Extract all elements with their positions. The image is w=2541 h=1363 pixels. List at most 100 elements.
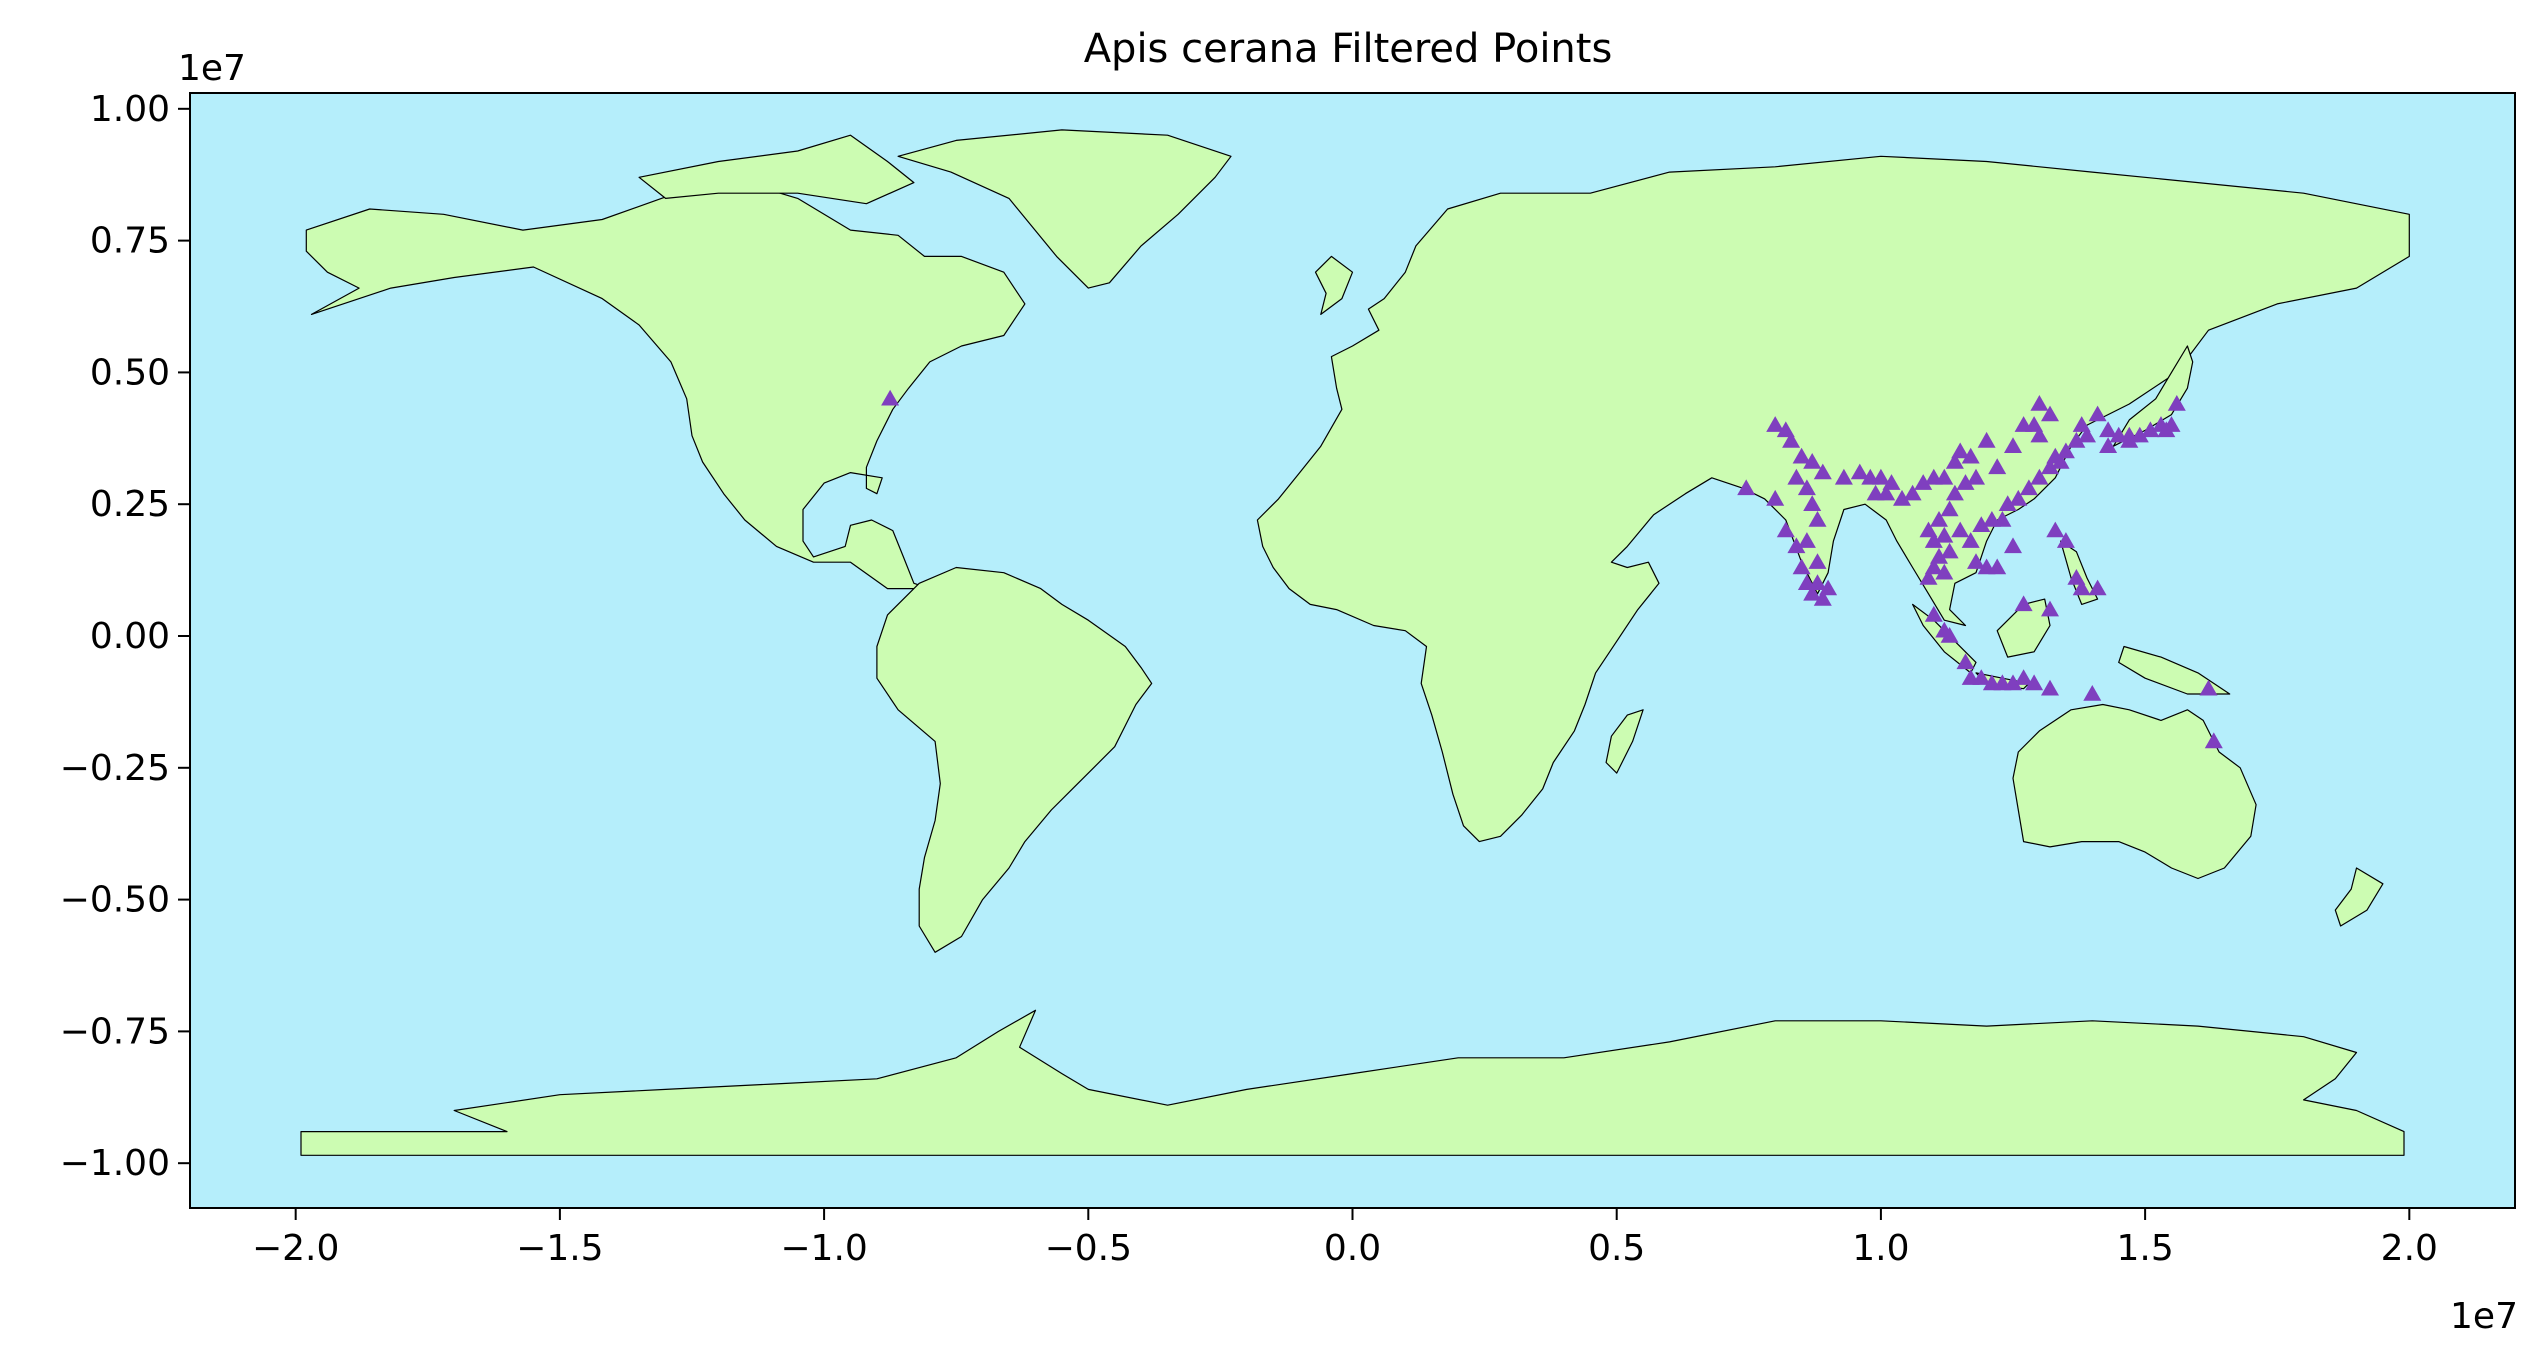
x-tick-label: −0.5 xyxy=(1045,1228,1132,1269)
observation-point xyxy=(1787,468,1806,485)
observation-point xyxy=(2030,468,2049,485)
observation-point xyxy=(1967,553,1985,569)
observation-point xyxy=(2004,537,2022,554)
y-tick-label: 1.00 xyxy=(90,89,170,130)
y-tick-label: −0.50 xyxy=(60,880,170,921)
x-tick-label: −1.0 xyxy=(780,1228,867,1269)
observation-point xyxy=(2019,479,2038,496)
observation-point xyxy=(1972,516,1991,532)
observation-point xyxy=(1813,463,1832,480)
observation-point xyxy=(1819,579,1838,596)
observation-point xyxy=(2157,421,2176,438)
observation-point xyxy=(1782,431,1801,448)
observation-point xyxy=(2120,431,2139,448)
y-tick-label: −0.25 xyxy=(60,748,170,789)
observation-point xyxy=(1924,532,1943,548)
observation-point xyxy=(1871,468,1890,485)
observation-point xyxy=(1808,553,1827,569)
observation-point xyxy=(1940,542,1959,559)
observation-point xyxy=(2051,453,2070,469)
observation-point xyxy=(2199,679,2218,696)
landmass-british-isles xyxy=(1314,255,1354,315)
observation-point xyxy=(2067,569,2086,585)
observation-point xyxy=(2056,532,2075,548)
observation-point xyxy=(1803,584,1822,601)
observation-point xyxy=(2004,674,2022,691)
observation-point xyxy=(2088,405,2107,422)
observation-point xyxy=(2099,421,2118,438)
observation-point xyxy=(1787,537,1806,554)
observation-point xyxy=(1930,511,1948,527)
observation-point xyxy=(881,389,900,406)
observation-point xyxy=(1882,474,1901,490)
landmass-canadian-arctic xyxy=(638,134,915,205)
landmass-south-america xyxy=(876,566,1153,953)
observation-point xyxy=(2041,600,2059,617)
observation-point xyxy=(1945,484,1964,501)
plot-area xyxy=(189,92,2516,1209)
observation-point xyxy=(1792,447,1811,464)
observation-point xyxy=(1850,463,1869,480)
observation-point xyxy=(1935,526,1954,543)
observation-point xyxy=(2130,426,2149,443)
observation-point xyxy=(1808,574,1827,590)
y-tick-label: 0.25 xyxy=(90,484,170,525)
observation-point xyxy=(1792,558,1811,575)
observation-point xyxy=(1776,521,1795,538)
observation-point xyxy=(1956,474,1975,490)
y-axis: −1.00 −0.75 −0.50 −0.25 0.00 0.25 0.50 0.75 1.00 xyxy=(60,89,190,1184)
observation-point xyxy=(2072,579,2091,596)
observation-point xyxy=(1993,511,2012,527)
observation-point xyxy=(1919,569,1938,585)
observation-point xyxy=(2009,489,2028,506)
y-offset-label: 1e7 xyxy=(178,48,246,89)
x-tick-label: 1.5 xyxy=(2116,1228,2173,1269)
observation-point xyxy=(1797,532,1816,548)
observation-point xyxy=(1919,521,1938,538)
landmass-philippines xyxy=(2060,540,2099,605)
y-tick-label: −0.75 xyxy=(60,1011,170,1052)
observation-point xyxy=(2014,595,2033,612)
observation-point xyxy=(2014,416,2033,432)
observation-point xyxy=(1776,421,1795,438)
landmass-greenland xyxy=(897,129,1232,289)
observation-point xyxy=(1766,489,1785,506)
observation-point xyxy=(1961,532,1980,548)
observation-point xyxy=(1935,563,1954,580)
observation-point xyxy=(1988,558,2007,575)
x-axis: −2.0 −1.5 −1.0 −0.5 0.0 0.5 1.0 1.5 2.0 xyxy=(252,1208,2438,1269)
landmass-new-zealand xyxy=(2334,867,2384,927)
observation-point xyxy=(1803,453,1822,469)
observation-point xyxy=(2204,732,2223,749)
observation-point xyxy=(2041,458,2059,475)
x-tick-label: 1.0 xyxy=(1852,1228,1909,1269)
y-tick-label: −1.00 xyxy=(60,1143,170,1184)
observation-point xyxy=(1967,468,1985,485)
observation-point xyxy=(2099,437,2118,453)
observation-point xyxy=(2067,431,2086,448)
observation-point xyxy=(1951,521,1970,538)
observation-point xyxy=(1893,489,1911,506)
y-tick-label: 0.00 xyxy=(90,616,170,657)
observation-point xyxy=(2041,679,2059,696)
observation-point xyxy=(1977,431,1996,448)
observation-point xyxy=(1914,474,1933,490)
observation-point xyxy=(2083,685,2102,701)
observation-point xyxy=(1737,479,1756,496)
observation-point xyxy=(1961,447,1980,464)
observation-point xyxy=(2072,416,2091,432)
observation-point xyxy=(1813,590,1832,606)
observation-point xyxy=(2088,579,2107,596)
observation-point xyxy=(2167,395,2186,411)
x-offset-label: 1e7 xyxy=(2450,1296,2518,1337)
observation-point xyxy=(2078,426,2096,443)
observation-point xyxy=(2046,521,2065,538)
observation-point xyxy=(1903,484,1922,501)
observation-point xyxy=(1935,468,1954,485)
observation-point xyxy=(2030,395,2049,411)
landmass-madagascar xyxy=(1605,709,1644,774)
observation-point xyxy=(1940,627,1959,643)
observation-point xyxy=(1797,479,1816,496)
observation-point xyxy=(1988,458,2007,475)
x-tick-label: −1.5 xyxy=(516,1228,603,1269)
